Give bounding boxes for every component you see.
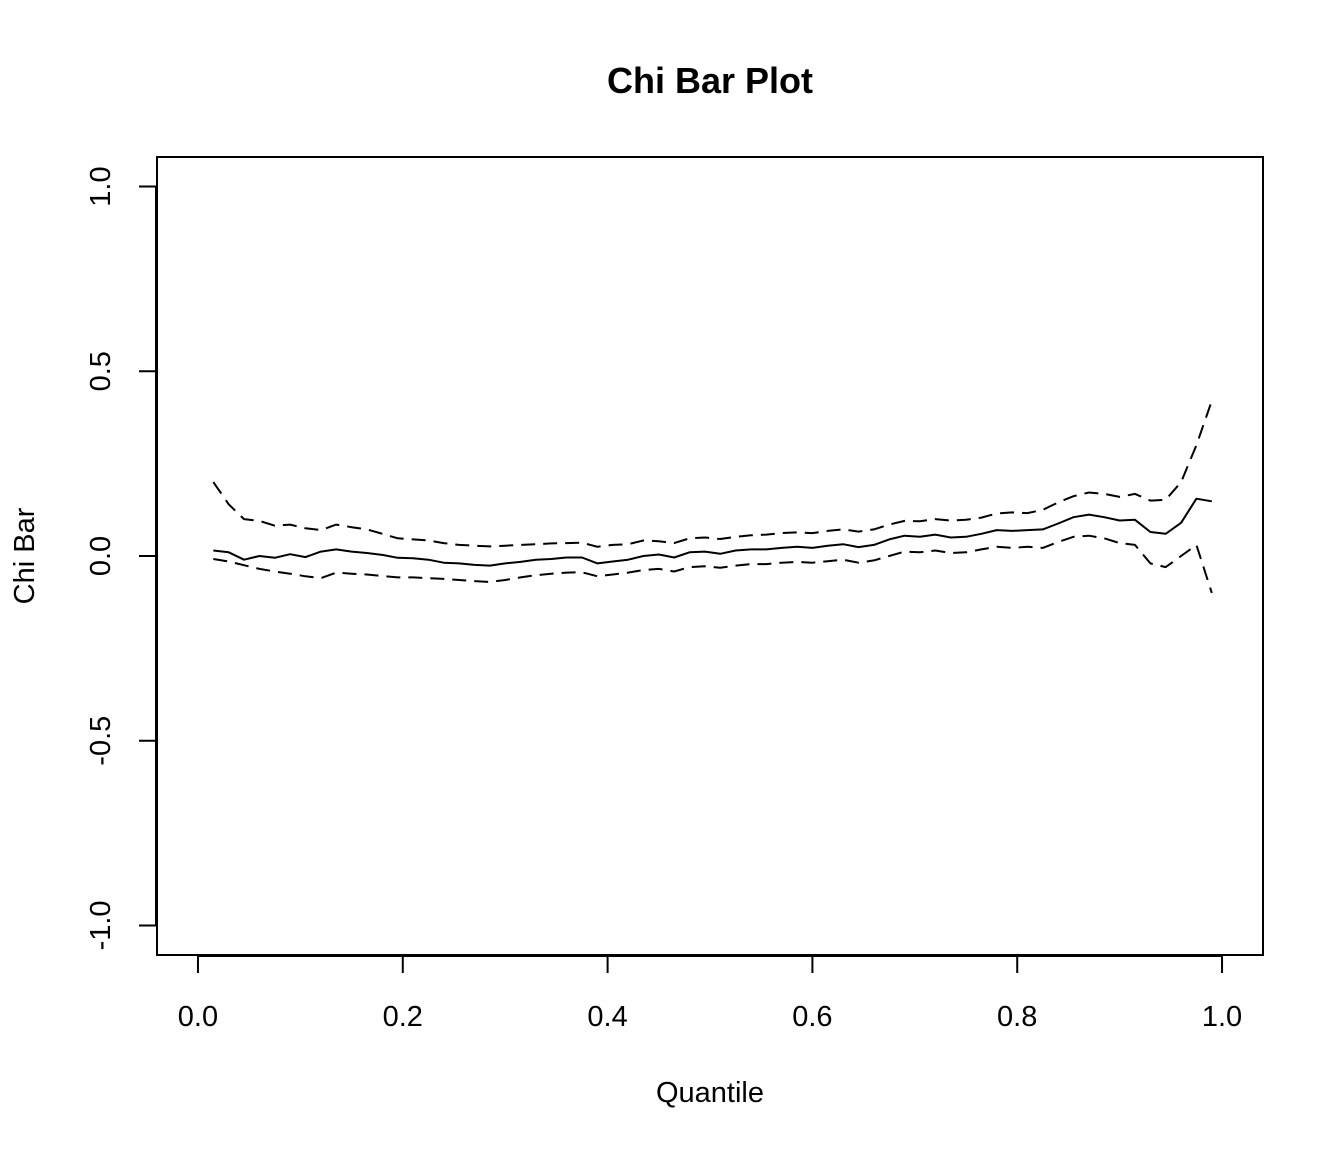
y-axis: -1.0 -0.5 0.0 0.5 1.0 <box>85 166 157 950</box>
series-group <box>212 400 1213 594</box>
dashed-series-line-2 <box>213 534 1213 594</box>
x-tick-label: 0.4 <box>587 1001 627 1033</box>
dashed-series-line-1 <box>212 400 1213 548</box>
y-tick-label: -1.0 <box>85 900 117 950</box>
solid-series-line <box>213 497 1212 567</box>
y-tick-label: 0.0 <box>85 536 117 576</box>
x-axis: 0.0 0.2 0.4 0.6 0.8 1.0 <box>178 955 1242 1033</box>
x-tick-label: 0.2 <box>383 1001 423 1033</box>
x-tick-label: 0.6 <box>792 1001 832 1033</box>
y-tick-label: 0.5 <box>85 351 117 391</box>
x-tick-label: 0.8 <box>997 1001 1037 1033</box>
x-tick-label: 0.0 <box>178 1001 218 1033</box>
x-axis-label: Quantile <box>656 1077 764 1109</box>
plot-frame <box>156 156 1264 956</box>
y-tick-label: -0.5 <box>85 716 117 766</box>
y-tick-label: 1.0 <box>85 166 117 206</box>
chart-title: Chi Bar Plot <box>607 60 813 101</box>
y-axis-label: Chi Bar <box>9 507 41 604</box>
x-tick-label: 1.0 <box>1202 1001 1242 1033</box>
